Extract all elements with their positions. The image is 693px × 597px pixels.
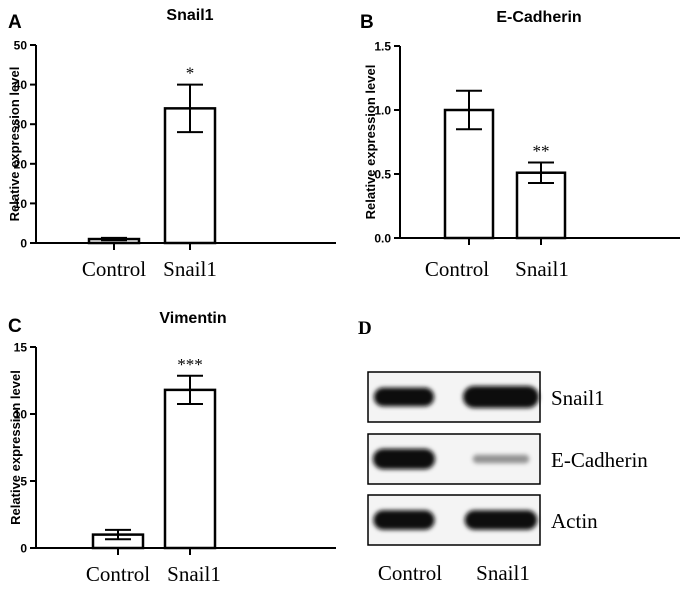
x-tick-label: Snail1 (163, 257, 217, 281)
blot-row-label: Snail1 (551, 386, 605, 410)
blot-band-control (373, 510, 435, 530)
blot-row-e-cadherin: E-Cadherin (367, 433, 648, 485)
blot-band-snail1 (463, 386, 539, 408)
blot-row-label: Actin (551, 509, 598, 533)
error-bar-control (456, 89, 482, 131)
significance-marker: *** (177, 355, 203, 374)
y-tick-label: 50 (14, 39, 28, 53)
blot-row-snail1: Snail1 (367, 371, 605, 423)
blot-lane-label: Control (378, 561, 442, 585)
blot-band-control (373, 387, 435, 407)
error-bar-control (101, 236, 127, 242)
y-axis-label: Relative expression level (363, 65, 378, 220)
y-axis-label: Relative expression level (7, 67, 22, 222)
panel-label-b: B (360, 12, 374, 33)
chart-title: E-Cadherin (496, 9, 581, 26)
x-tick-label: Snail1 (515, 257, 569, 281)
chart-title: Snail1 (166, 7, 213, 24)
chart-snail1: Snail1 Relative expression level 0 10 20 30 40… (7, 7, 336, 281)
error-bar-snail1 (177, 374, 203, 405)
y-tick-label: 5 (20, 475, 27, 489)
blot-band-snail1 (472, 454, 530, 464)
blot-band-snail1 (464, 510, 538, 530)
x-tick-label: Snail1 (167, 562, 221, 586)
y-tick-label: 1.0 (374, 104, 391, 118)
y-tick-label: 20 (14, 157, 28, 171)
chart-title: Vimentin (159, 310, 226, 327)
chart-e-cadherin: E-Cadherin Relative expression level 0.0 0.… (363, 9, 680, 281)
y-tick-label: 0 (20, 237, 27, 251)
x-tick-label: Control (425, 257, 489, 281)
error-bar-control (105, 528, 131, 541)
panel-label-a: A (8, 12, 22, 33)
blot-band-control (372, 448, 436, 470)
y-tick-label: 15 (14, 341, 28, 355)
y-tick-label: 0.5 (374, 168, 391, 182)
y-axis-label: Relative expression level (8, 370, 23, 525)
bar-snail1 (163, 388, 217, 550)
significance-marker: * (186, 64, 195, 83)
y-tick-label: 0.0 (374, 232, 391, 246)
panel-label-d: D (358, 318, 372, 339)
blot-row-actin: Actin (367, 494, 598, 546)
significance-marker: ** (533, 141, 550, 160)
y-tick-label: 0 (20, 542, 27, 556)
western-blot: Snail1 E-Cadherin Actin Control Snail1 (367, 371, 648, 585)
y-tick-label: 1.5 (374, 40, 391, 54)
error-bar-snail1 (528, 161, 554, 184)
error-bar-snail1 (177, 83, 203, 134)
y-tick-label: 40 (14, 78, 28, 92)
y-tick-label: 30 (14, 118, 28, 132)
y-tick-label: 10 (14, 197, 28, 211)
panel-label-c: C (8, 316, 22, 337)
x-tick-label: Control (86, 562, 150, 586)
chart-vimentin: Vimentin Relative expression level 0 5 10 15 C… (8, 310, 336, 586)
blot-row-label: E-Cadherin (551, 448, 648, 472)
y-tick-label: 10 (14, 408, 28, 422)
x-tick-label: Control (82, 257, 146, 281)
blot-lane-label: Snail1 (476, 561, 530, 585)
